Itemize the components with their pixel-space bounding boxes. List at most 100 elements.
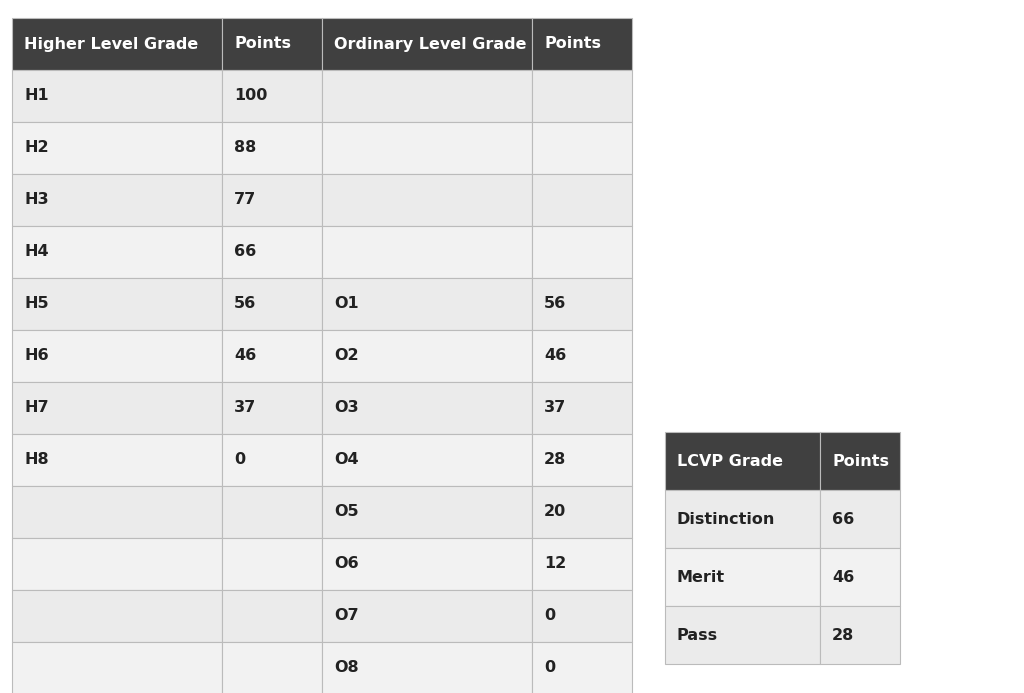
Bar	[322, 642, 532, 693]
Bar	[12, 226, 222, 278]
Bar	[322, 174, 532, 226]
Bar	[12, 70, 222, 122]
Bar	[322, 538, 532, 590]
Bar	[532, 538, 632, 590]
Bar	[532, 226, 632, 278]
Bar	[532, 18, 632, 70]
Bar	[12, 278, 222, 330]
Text: 46: 46	[234, 349, 256, 364]
Text: Points: Points	[831, 453, 889, 468]
Bar	[222, 590, 322, 642]
Bar	[12, 18, 222, 70]
Text: 46: 46	[544, 349, 566, 364]
Bar	[12, 538, 222, 590]
Bar	[222, 486, 322, 538]
Text: 46: 46	[831, 570, 854, 584]
Text: H3: H3	[24, 193, 48, 207]
Bar	[665, 606, 820, 664]
Bar	[222, 538, 322, 590]
Bar	[222, 122, 322, 174]
Bar	[222, 278, 322, 330]
Bar	[665, 548, 820, 606]
Bar	[532, 122, 632, 174]
Bar	[322, 382, 532, 434]
Text: 88: 88	[234, 141, 256, 155]
Bar	[12, 382, 222, 434]
Text: O6: O6	[334, 556, 358, 572]
Text: H2: H2	[24, 141, 48, 155]
Text: 56: 56	[544, 297, 566, 311]
Text: Points: Points	[234, 37, 291, 51]
Text: 12: 12	[544, 556, 566, 572]
Text: H8: H8	[24, 453, 48, 468]
Text: 20: 20	[544, 505, 566, 520]
Text: 37: 37	[544, 401, 566, 416]
Text: 66: 66	[831, 511, 854, 527]
Bar	[532, 434, 632, 486]
Bar	[322, 226, 532, 278]
Text: H6: H6	[24, 349, 48, 364]
Text: O4: O4	[334, 453, 358, 468]
Text: Ordinary Level Grade: Ordinary Level Grade	[334, 37, 526, 51]
Bar	[820, 432, 900, 490]
Bar	[820, 490, 900, 548]
Bar	[12, 486, 222, 538]
Text: 0: 0	[544, 608, 555, 624]
Bar	[12, 122, 222, 174]
Text: O1: O1	[334, 297, 358, 311]
Bar	[322, 434, 532, 486]
Text: O7: O7	[334, 608, 358, 624]
Bar	[532, 382, 632, 434]
Bar	[532, 70, 632, 122]
Bar	[322, 70, 532, 122]
Bar	[12, 642, 222, 693]
Text: Points: Points	[544, 37, 601, 51]
Bar	[222, 226, 322, 278]
Text: 28: 28	[831, 627, 854, 642]
Bar	[222, 70, 322, 122]
Bar	[322, 122, 532, 174]
Bar	[12, 434, 222, 486]
Bar	[820, 606, 900, 664]
Bar	[322, 330, 532, 382]
Bar	[222, 382, 322, 434]
Text: 56: 56	[234, 297, 256, 311]
Bar	[222, 18, 322, 70]
Text: Pass: Pass	[677, 627, 718, 642]
Text: H4: H4	[24, 245, 48, 259]
Text: H1: H1	[24, 89, 48, 103]
Bar	[532, 486, 632, 538]
Text: O3: O3	[334, 401, 358, 416]
Text: H7: H7	[24, 401, 48, 416]
Bar	[532, 642, 632, 693]
Text: O8: O8	[334, 660, 358, 676]
Bar	[322, 486, 532, 538]
Text: H5: H5	[24, 297, 48, 311]
Bar	[820, 548, 900, 606]
Bar	[322, 18, 532, 70]
Text: 100: 100	[234, 89, 267, 103]
Text: Merit: Merit	[677, 570, 725, 584]
Bar	[665, 432, 820, 490]
Text: O2: O2	[334, 349, 358, 364]
Text: Higher Level Grade: Higher Level Grade	[24, 37, 199, 51]
Bar	[12, 174, 222, 226]
Bar	[532, 330, 632, 382]
Text: 28: 28	[544, 453, 566, 468]
Bar	[222, 174, 322, 226]
Text: 66: 66	[234, 245, 256, 259]
Text: 0: 0	[234, 453, 245, 468]
Text: 77: 77	[234, 193, 256, 207]
Bar	[12, 330, 222, 382]
Text: Distinction: Distinction	[677, 511, 775, 527]
Bar	[222, 434, 322, 486]
Text: 37: 37	[234, 401, 256, 416]
Bar	[322, 278, 532, 330]
Text: O5: O5	[334, 505, 358, 520]
Bar	[222, 330, 322, 382]
Bar	[322, 590, 532, 642]
Bar	[532, 590, 632, 642]
Text: 0: 0	[544, 660, 555, 676]
Bar	[12, 590, 222, 642]
Bar	[532, 174, 632, 226]
